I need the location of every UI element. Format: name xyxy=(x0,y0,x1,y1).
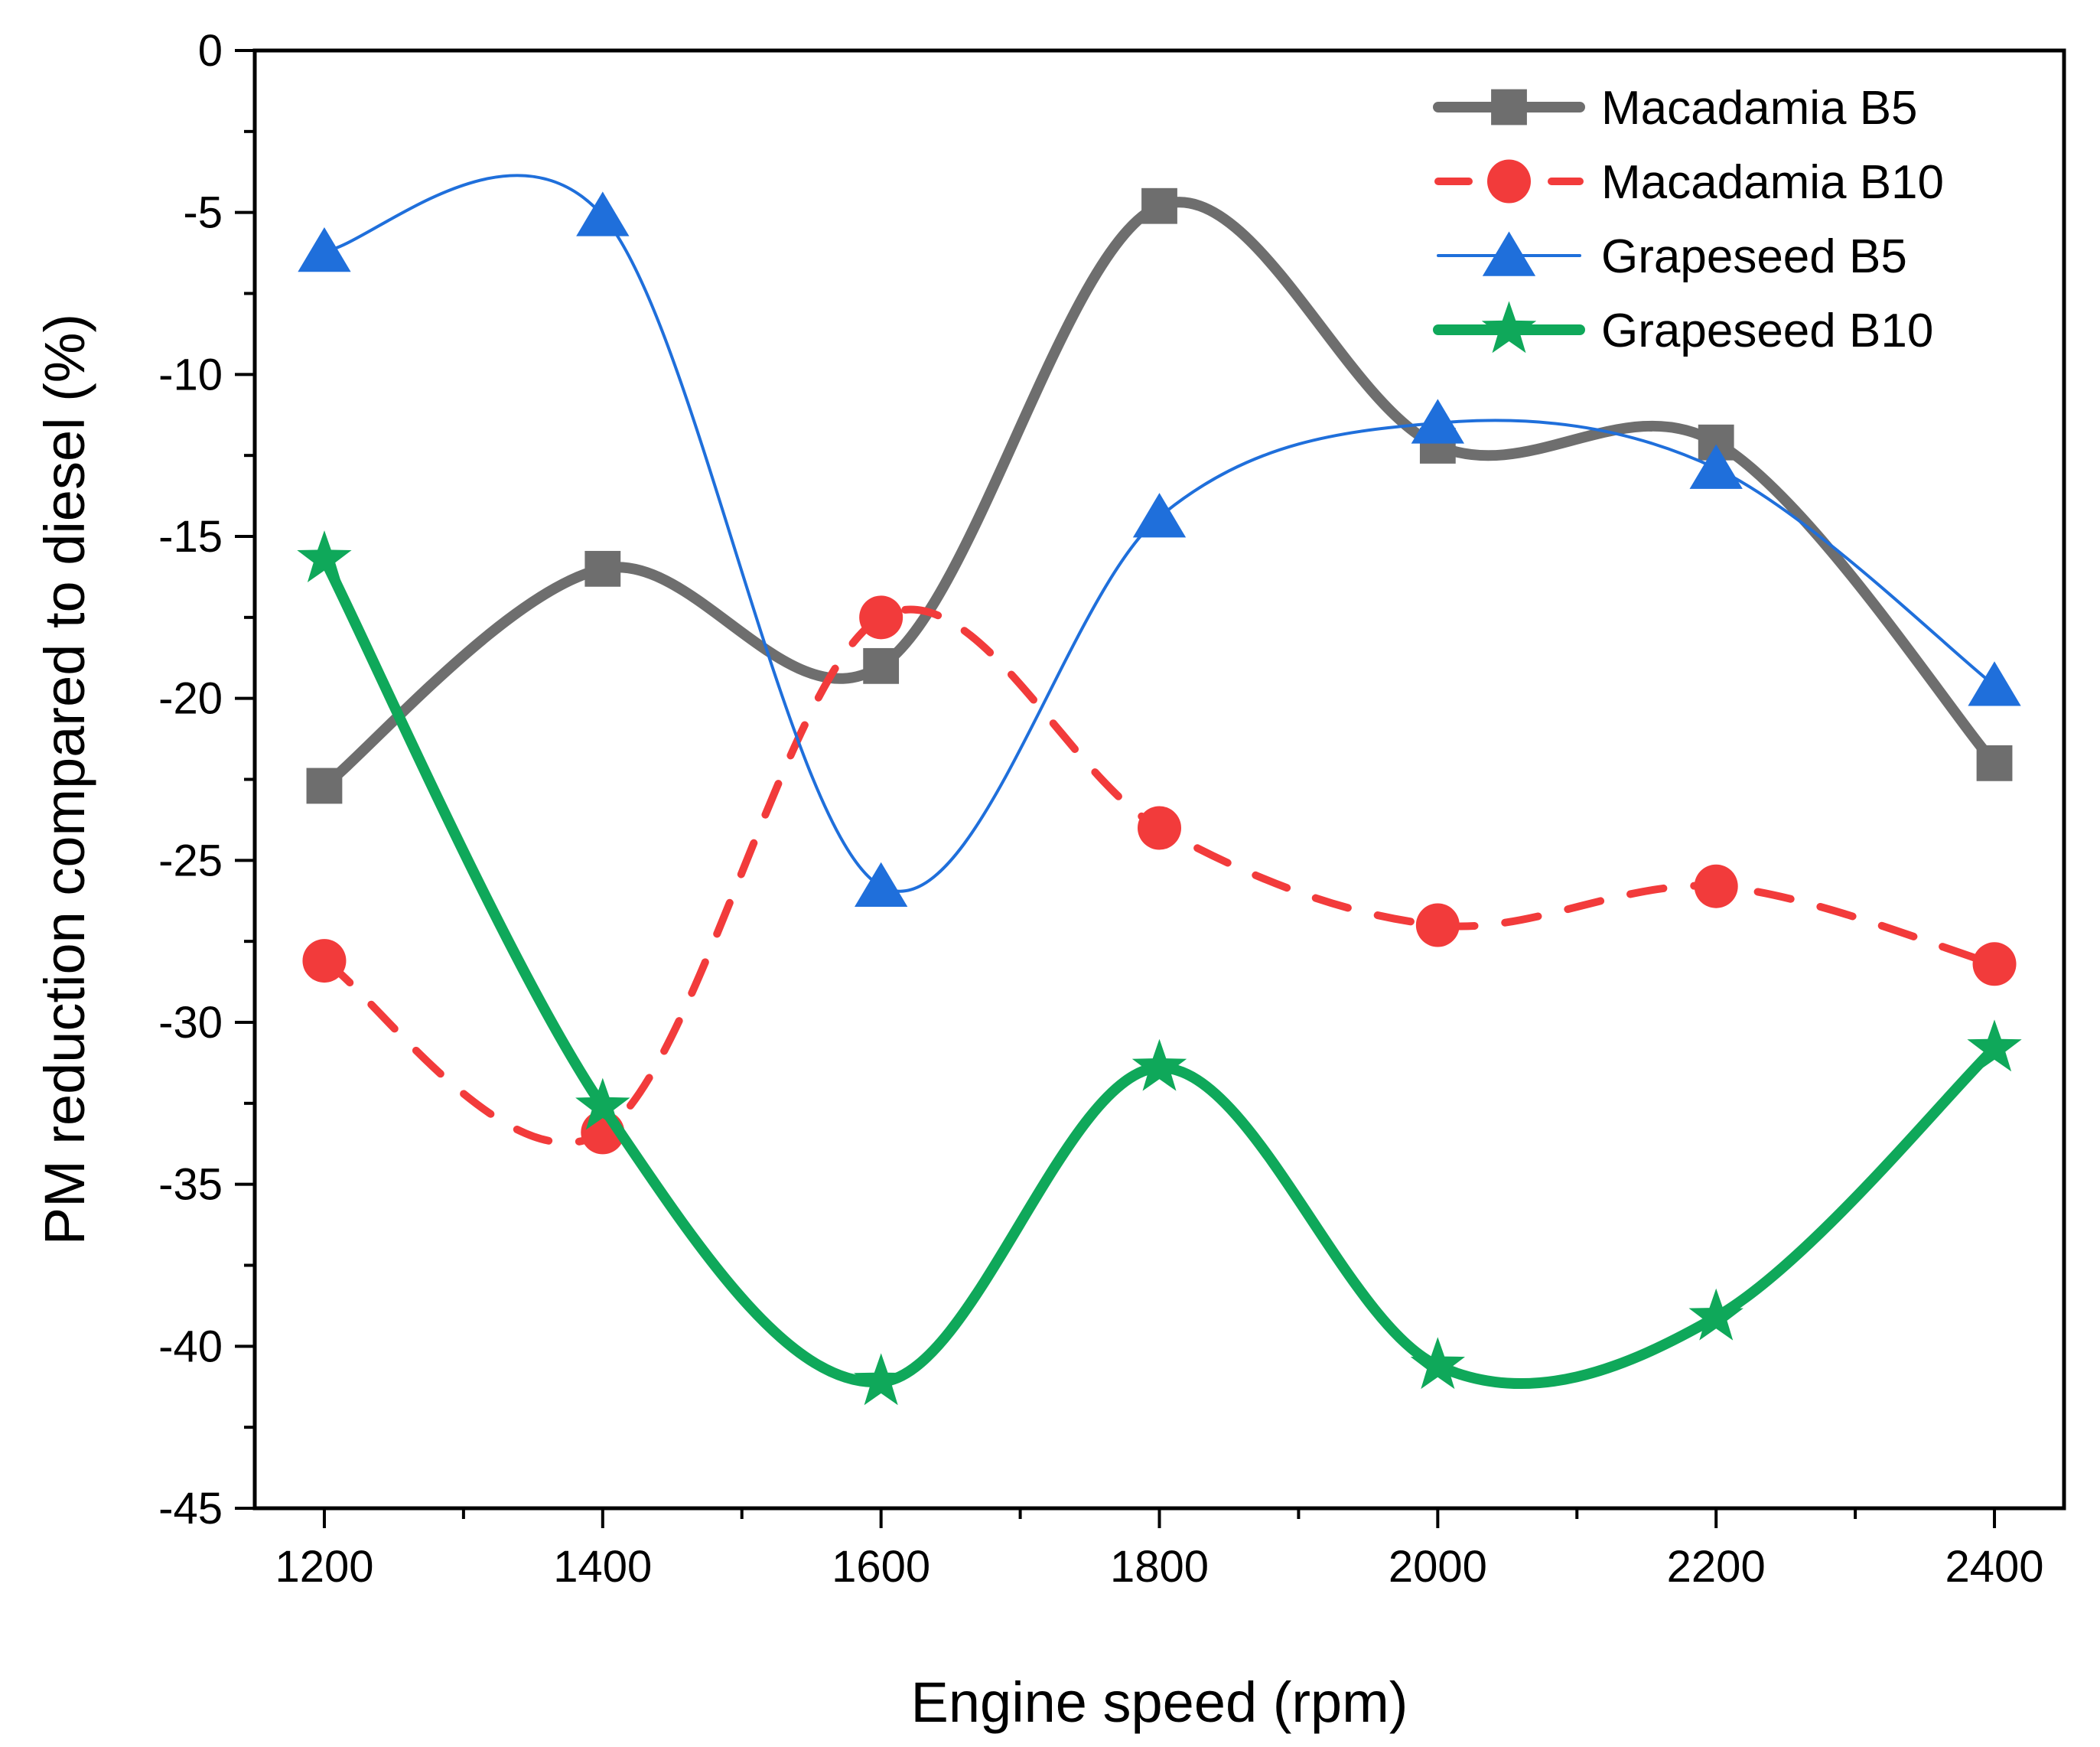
data-point-triangle-marker xyxy=(855,862,908,907)
legend-label: Grapeseed B10 xyxy=(1601,305,1933,357)
data-point-circle-marker xyxy=(1415,903,1460,947)
data-point-square-marker xyxy=(1976,745,2013,781)
y-axis: 0 -5 -10 -15 -20 -25 -30 -35 -40 -45 xyxy=(158,26,255,1534)
x-tick-label: 1400 xyxy=(553,1542,652,1592)
data-point-square-marker xyxy=(584,550,621,587)
data-point-square-marker xyxy=(1141,187,1177,224)
data-point-star-marker xyxy=(854,1353,909,1406)
legend: Macadamia B5 Macadamia B10 Grapeseed B5 Gra… xyxy=(1433,82,1944,357)
y-tick-label: -20 xyxy=(158,674,223,724)
data-point-square-marker xyxy=(306,768,343,804)
data-point-circle-marker xyxy=(1694,864,1738,908)
data-point-circle-marker xyxy=(302,939,347,983)
data-point-star-marker xyxy=(1688,1288,1743,1341)
data-point-star-marker xyxy=(1410,1337,1465,1390)
legend-label: Macadamia B10 xyxy=(1601,156,1944,209)
y-tick-label: -35 xyxy=(158,1160,223,1210)
y-tick-label: -10 xyxy=(158,350,223,399)
x-tick-label: 1800 xyxy=(1110,1542,1209,1592)
data-point-square-marker xyxy=(863,647,900,684)
series-macadamia-b5 xyxy=(306,187,2013,804)
series-grapeseed-b5 xyxy=(298,174,2021,907)
y-tick-label: -5 xyxy=(183,188,223,238)
legend-label: Grapeseed B5 xyxy=(1601,230,1907,283)
legend-star-marker xyxy=(1481,301,1537,354)
x-tick-label: 2200 xyxy=(1667,1542,1766,1592)
data-point-triangle-marker xyxy=(1689,444,1743,489)
legend-square-marker xyxy=(1491,89,1527,125)
series-macadamia-b10 xyxy=(302,595,2017,1155)
y-axis-title: PM reduction compared to diesel (%) xyxy=(33,314,96,1245)
y-tick-label: -15 xyxy=(158,512,223,562)
legend-item: Macadamia B5 xyxy=(1433,82,1918,135)
data-point-circle-marker xyxy=(859,595,903,640)
x-axis: 1200 1400 1600 1800 2000 2200 2400 xyxy=(275,1508,2044,1592)
data-point-star-marker xyxy=(575,1077,630,1130)
y-tick-label: 0 xyxy=(198,26,223,76)
data-point-triangle-marker xyxy=(1411,399,1464,444)
y-tick-label: -30 xyxy=(158,998,223,1048)
data-point-triangle-marker xyxy=(1968,661,2021,706)
y-tick-label: -25 xyxy=(158,836,223,885)
x-tick-label: 1600 xyxy=(832,1542,930,1592)
data-point-star-marker xyxy=(1131,1038,1187,1091)
data-point-star-marker xyxy=(297,530,352,582)
x-tick-label: 2000 xyxy=(1389,1542,1487,1592)
legend-item: Grapeseed B5 xyxy=(1437,230,1907,283)
data-point-star-marker xyxy=(1967,1019,2022,1072)
data-point-circle-marker xyxy=(1138,806,1181,850)
legend-label: Macadamia B5 xyxy=(1601,82,1918,135)
legend-triangle-marker xyxy=(1482,231,1536,276)
y-tick-label: -45 xyxy=(158,1484,223,1534)
x-axis-title: Engine speed (rpm) xyxy=(911,1670,1408,1734)
x-tick-label: 1200 xyxy=(275,1542,373,1592)
series-grapeseed-b10 xyxy=(297,530,2022,1406)
x-tick-label: 2400 xyxy=(1945,1542,2044,1592)
data-point-circle-marker xyxy=(1972,942,2017,986)
data-point-triangle-marker xyxy=(576,191,630,236)
legend-item: Grapeseed B10 xyxy=(1433,301,1933,357)
data-point-triangle-marker xyxy=(1132,493,1187,538)
data-point-triangle-marker xyxy=(298,227,351,272)
legend-circle-marker xyxy=(1487,159,1531,204)
legend-item: Macadamia B10 xyxy=(1434,156,1944,209)
y-tick-label: -40 xyxy=(158,1322,223,1371)
plot-series xyxy=(297,174,2022,1406)
